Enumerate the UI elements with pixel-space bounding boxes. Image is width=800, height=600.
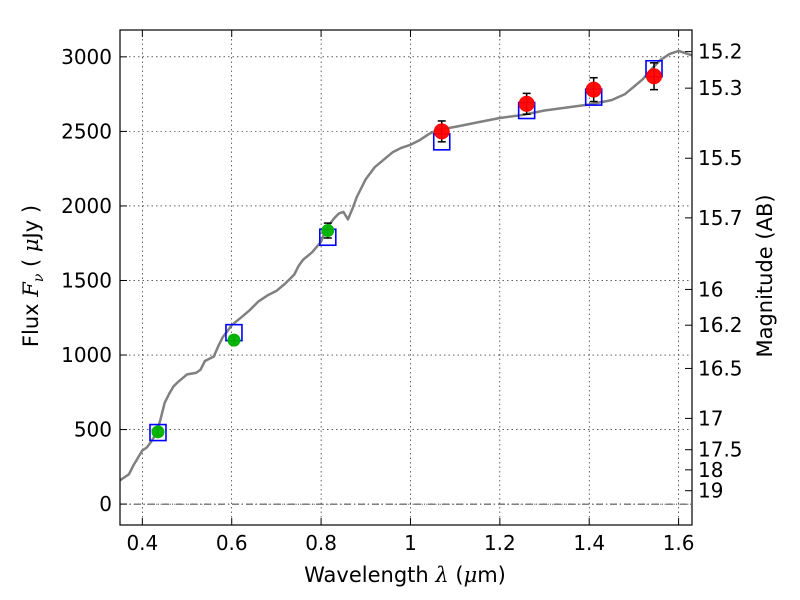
y2-axis-title: Magnitude (AB)	[753, 194, 777, 357]
x-axis-title: Wavelength λ (μm)	[304, 563, 506, 587]
photometry-point	[151, 425, 165, 439]
x-tick-label: 0.8	[305, 531, 337, 555]
x-tick-label: 1.6	[663, 531, 695, 555]
y2-tick-label: 16	[698, 277, 723, 301]
x-tick-label: 0.6	[216, 531, 248, 555]
y-tick-label: 2500	[61, 119, 112, 143]
x-tick-label: 0.4	[126, 531, 158, 555]
y2-tick-label: 15.7	[698, 206, 743, 230]
y2-tick-label: 17	[698, 406, 723, 430]
photometry-point	[321, 224, 335, 238]
x-tick-label: 1	[404, 531, 417, 555]
y2-tick-label: 16.2	[698, 313, 743, 337]
photometry-point	[646, 68, 663, 85]
y-tick-label: 0	[99, 492, 112, 516]
axis-ticks: 0.4 0.6 0.8 1 1.2 1.4 1.6 0 500 1000 1500 2000 2500 3…	[61, 30, 743, 555]
y-axis-title: Flux Fν ( μJy )	[19, 205, 47, 347]
y-tick-label: 2000	[61, 194, 112, 218]
y2-tick-label: 15.5	[698, 146, 743, 170]
x-tick-label: 1.4	[573, 531, 605, 555]
y2-tick-label: 19	[698, 479, 723, 503]
y-tick-label: 500	[74, 418, 112, 442]
photometry-point	[518, 95, 535, 112]
y2-tick-label: 15.3	[698, 76, 743, 100]
plot-frame	[119, 29, 693, 526]
photometry-point	[433, 123, 450, 140]
y-tick-label: 3000	[61, 45, 112, 69]
photometry-marks	[149, 59, 663, 442]
y2-tick-label: 15.2	[698, 40, 743, 64]
y2-tick-label: 17.5	[698, 438, 743, 462]
photometry-point	[585, 81, 602, 98]
y2-tick-label: 18	[698, 458, 723, 482]
y-tick-label: 1000	[61, 343, 112, 367]
photometry-point	[227, 333, 241, 347]
x-tick-label: 1.2	[484, 531, 516, 555]
y2-tick-label: 16.5	[698, 356, 743, 380]
y-tick-label: 1500	[61, 268, 112, 292]
model-square-marker	[149, 423, 167, 442]
